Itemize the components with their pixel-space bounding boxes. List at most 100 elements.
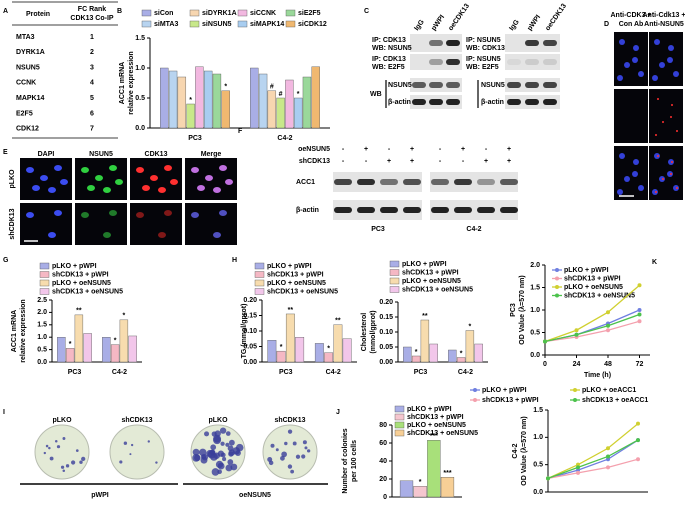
blot-label: β-actin: [388, 99, 411, 106]
x-tick-label: 0: [543, 361, 547, 368]
colony: [280, 455, 285, 461]
bar: [276, 350, 286, 363]
signal: [671, 104, 673, 106]
blot-label: β-actin: [296, 207, 319, 214]
x-tick-label: PC3: [279, 369, 293, 376]
bar: [186, 103, 195, 129]
y-axis-label: OD Value (λ=570 nm): [518, 275, 526, 344]
legend-swatch: [189, 20, 200, 28]
blot-membrane: [410, 54, 462, 70]
bar: [102, 337, 111, 363]
point: [576, 468, 580, 473]
signal: [662, 178, 664, 180]
y-tick-label: 0.05: [379, 344, 393, 351]
condition-sign: +: [410, 158, 414, 165]
legend-swatch: [555, 268, 559, 272]
legend-swatch: [254, 279, 265, 287]
y-tick-label: 0.00: [243, 359, 257, 366]
table-cell: E2F5: [16, 110, 33, 117]
nucleus: [624, 176, 630, 182]
y-tick-label: 0.5: [135, 95, 145, 102]
nucleus: [81, 212, 89, 218]
y-tick-label: 0.0: [533, 489, 543, 496]
legend-swatch: [389, 286, 400, 293]
nucleus: [205, 175, 213, 181]
significance-label: *: [297, 91, 300, 98]
blot-band: [446, 59, 460, 65]
x-tick-label: C4-2: [458, 369, 473, 376]
colony: [306, 449, 311, 453]
colony: [225, 431, 231, 436]
legend-swatch: [39, 262, 50, 270]
legend-swatch: [254, 271, 265, 278]
nucleus: [617, 75, 623, 81]
blot-membrane: [505, 54, 560, 70]
blot-label: WB: NSUN5: [372, 45, 412, 52]
legend-label: siE2F5: [298, 10, 321, 17]
nucleus: [32, 185, 40, 191]
blot-membrane: [333, 172, 422, 192]
colony: [56, 445, 61, 449]
x-tick-label: PC3: [188, 135, 202, 142]
colony: [49, 456, 54, 461]
y-tick-label: 0.0: [37, 359, 47, 366]
condition-sign: +: [364, 146, 368, 153]
bar: [427, 440, 441, 498]
y-tick-label: 0.0: [530, 352, 540, 359]
blot-band: [543, 59, 557, 65]
bar: [293, 97, 303, 129]
colony: [200, 456, 208, 464]
legend-label: siCCNK: [250, 10, 276, 17]
nucleus: [60, 179, 68, 185]
legend-label: pLKO + oeACC1: [582, 387, 636, 394]
y-tick-label: 1.5: [530, 284, 540, 291]
nucleus: [26, 212, 34, 218]
y-tick-label: 0.0: [135, 125, 145, 132]
y-axis-label: PC3: [510, 303, 517, 317]
legend-label: siNSUN5: [202, 21, 232, 28]
blot-label: β-actin: [481, 99, 504, 106]
bar: [250, 67, 259, 129]
column-label: Con Ab: [619, 21, 644, 28]
bar: [413, 486, 427, 498]
column-label: Anti-Cdk13 +: [643, 12, 685, 19]
colony: [225, 442, 230, 447]
column-label: Merge: [201, 151, 222, 158]
significance-label: *: [189, 97, 192, 104]
y-axis-label: ACC1 mRNA: [119, 62, 126, 104]
significance-label: **: [422, 313, 428, 320]
y-axis-label: TG (mmol/gprot): [241, 304, 248, 359]
legend-swatch: [394, 421, 405, 429]
signal: [670, 116, 672, 118]
series-line: [544, 313, 640, 343]
blot-label: IP: NSUN5: [466, 37, 501, 44]
colony: [215, 460, 224, 469]
y-tick-label: 1.0: [533, 434, 543, 441]
significance-label: **: [288, 307, 294, 314]
legend-swatch: [555, 293, 559, 298]
colony: [45, 444, 49, 448]
colony: [48, 446, 51, 450]
panel-label: G: [3, 257, 9, 264]
signal: [657, 155, 659, 157]
group-label: pWPI: [91, 492, 109, 499]
x-tick-label: 72: [636, 361, 644, 368]
legend-label: siMTA3: [154, 21, 178, 28]
legend-swatch: [573, 398, 577, 402]
series-line: [547, 439, 639, 479]
dish-label: shCDK13: [274, 417, 305, 424]
legend-swatch: [389, 277, 400, 285]
legend-label: siMAPK14: [250, 21, 284, 28]
legend-swatch: [39, 271, 50, 278]
point: [543, 339, 547, 344]
blot-label: IP: NSUN5: [466, 56, 501, 63]
blot-band: [525, 59, 539, 65]
legend-swatch: [141, 9, 152, 17]
nucleus: [158, 187, 166, 193]
colony: [60, 465, 65, 469]
significance-label: *: [460, 350, 463, 357]
y-tick-label: 1.0: [530, 307, 540, 314]
lane-label: pWPI: [430, 14, 446, 32]
colony: [268, 460, 274, 466]
signal: [662, 121, 664, 123]
